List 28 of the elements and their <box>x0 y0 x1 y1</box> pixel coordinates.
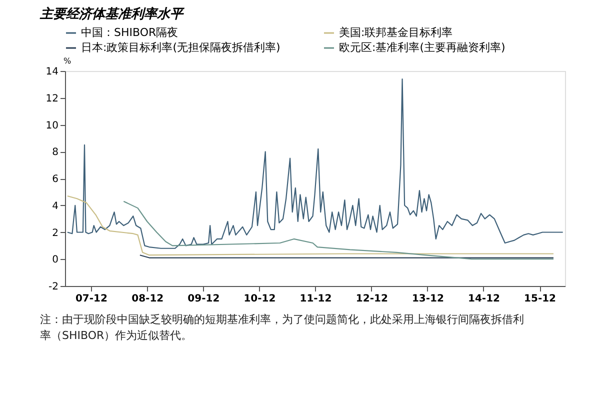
x-tick-label: 13-12 <box>412 294 444 304</box>
legend-label: 日本:政策目标利率(无担保隔夜拆借利率) <box>81 41 280 54</box>
legend-label: 美国:联邦基金目标利率 <box>339 26 453 39</box>
x-tick-label: 14-12 <box>468 294 500 304</box>
y-axis-title: % <box>64 56 72 66</box>
y-tick-label: 4 <box>52 200 58 212</box>
text: 注：由于现阶段中国缺乏较明确的短期基准利率，为了使问题简化，此处采用上海银行间隔夜拆借利率（SHIBOR）作为近似替代。 <box>40 313 524 342</box>
line-series <box>123 200 554 260</box>
x-tick-label: 10-12 <box>244 294 276 304</box>
x-tick-label: 09-12 <box>188 294 220 304</box>
x-tick-label: 12-12 <box>356 294 388 304</box>
x-tick-label: 11-12 <box>300 294 332 304</box>
line-series <box>66 195 554 256</box>
chart-title: 主要经济体基准利率水平 <box>39 6 185 22</box>
y-tick-label: 8 <box>52 147 58 158</box>
x-tick-label: 07-12 <box>75 294 108 304</box>
legend-label: 欧元区:基准利率(主要再融资利率) <box>339 41 506 54</box>
x-tick-label: 08-12 <box>132 294 164 304</box>
y-tick-label: 12 <box>46 93 58 104</box>
y-tick-label: -2 <box>48 282 58 292</box>
x-tick-label: 15-12 <box>524 294 556 304</box>
y-tick-label: 0 <box>52 254 58 266</box>
line-series <box>66 78 564 249</box>
y-tick-label: 14 <box>46 66 58 78</box>
y-tick-label: 6 <box>52 174 58 185</box>
y-tick-label: 2 <box>52 228 58 239</box>
y-tick-label: 10 <box>46 120 58 132</box>
legend-label: 中国：SHIBOR隔夜 <box>81 26 178 39</box>
